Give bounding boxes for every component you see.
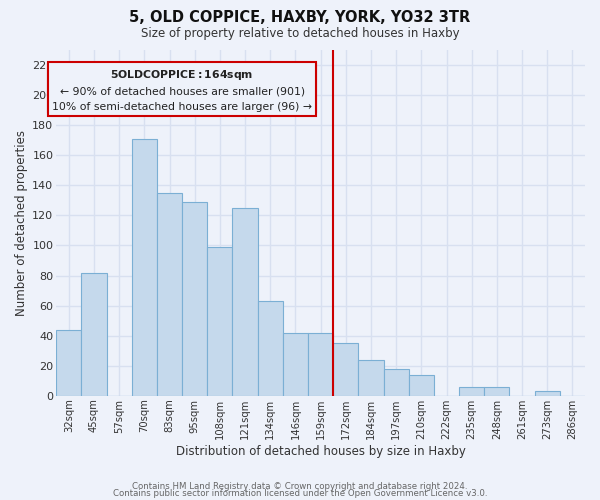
- Bar: [358, 360, 383, 396]
- Bar: [257, 301, 283, 396]
- Bar: [132, 138, 157, 396]
- Bar: [232, 208, 257, 396]
- X-axis label: Distribution of detached houses by size in Haxby: Distribution of detached houses by size …: [176, 444, 466, 458]
- Text: $\mathbf{5 OLD COPPICE: 164sqm}$
← 90% of detached houses are smaller (901)
10% : $\mathbf{5 OLD COPPICE: 164sqm}$ ← 90% o…: [52, 68, 312, 112]
- Text: 5, OLD COPPICE, HAXBY, YORK, YO32 3TR: 5, OLD COPPICE, HAXBY, YORK, YO32 3TR: [130, 10, 470, 25]
- Bar: [383, 368, 409, 396]
- Bar: [182, 202, 207, 396]
- Bar: [459, 387, 484, 396]
- Bar: [333, 343, 358, 396]
- Bar: [157, 193, 182, 396]
- Text: Contains HM Land Registry data © Crown copyright and database right 2024.: Contains HM Land Registry data © Crown c…: [132, 482, 468, 491]
- Y-axis label: Number of detached properties: Number of detached properties: [15, 130, 28, 316]
- Bar: [535, 392, 560, 396]
- Bar: [207, 247, 232, 396]
- Bar: [308, 332, 333, 396]
- Bar: [484, 387, 509, 396]
- Text: Contains public sector information licensed under the Open Government Licence v3: Contains public sector information licen…: [113, 490, 487, 498]
- Text: 5 OLD COPPICE: 164sqm
← 90% of detached houses are smaller (901)
10% of semi-det: 5 OLD COPPICE: 164sqm ← 90% of detached …: [52, 68, 312, 108]
- Bar: [409, 374, 434, 396]
- Bar: [82, 272, 107, 396]
- Text: Size of property relative to detached houses in Haxby: Size of property relative to detached ho…: [140, 28, 460, 40]
- Bar: [283, 332, 308, 396]
- Bar: [56, 330, 82, 396]
